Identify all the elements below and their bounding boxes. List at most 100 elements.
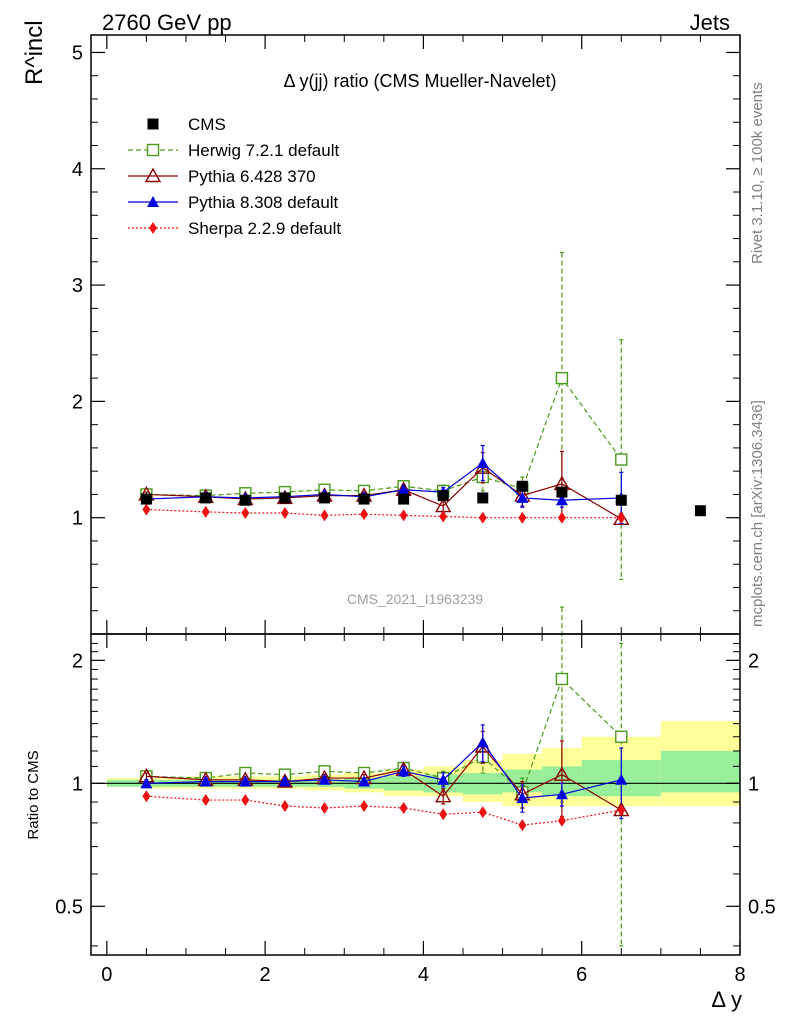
data-point [201, 794, 210, 807]
y-tick-label: 2 [72, 391, 83, 413]
data-point [555, 494, 568, 506]
data-point [615, 494, 627, 506]
data-point [555, 371, 569, 385]
data-point [280, 800, 289, 813]
main-title: Δ y(jj) ratio (CMS Mueller-Navelet) [283, 71, 556, 91]
series-4 [142, 503, 626, 524]
series-4 [142, 790, 626, 832]
data-point [617, 804, 626, 817]
data-point [360, 800, 369, 813]
data-point [320, 802, 329, 815]
header-process: Jets [690, 10, 730, 35]
legend-marker [144, 167, 162, 183]
series-2 [138, 450, 630, 526]
series-0 [140, 480, 706, 517]
inner-band [660, 750, 740, 793]
data-point [516, 792, 529, 804]
x-tick-label: 4 [418, 964, 429, 986]
ratio-y-tick-label: 1 [72, 773, 83, 795]
data-point [518, 511, 527, 524]
data-point [477, 492, 489, 504]
data-point [397, 765, 410, 777]
data-point [557, 511, 566, 524]
ratio-y-tick-label: 0.5 [55, 896, 83, 918]
data-point [201, 505, 210, 518]
data-point [318, 492, 330, 504]
legend-entry-3: Pythia 8.308 default [128, 193, 339, 212]
data-point [399, 509, 408, 522]
ratio-y-axis-label: Ratio to CMS [25, 750, 42, 839]
series-3 [140, 724, 628, 820]
data-point [397, 483, 410, 495]
analysis-watermark: CMS_2021_I1963239 [347, 591, 483, 607]
data-point [199, 775, 212, 787]
x-tick-label: 0 [101, 964, 112, 986]
data-point [615, 730, 628, 743]
data-point [437, 490, 449, 502]
series-line [146, 677, 622, 794]
series-1 [140, 251, 628, 580]
main-panel-axes: 1 2 3 4 5 [72, 34, 741, 635]
legend-label: Herwig 7.2.1 default [188, 141, 339, 160]
main-panel-series [138, 251, 706, 580]
ratio-panel-frame [90, 633, 741, 956]
ratio-y-tick-label-right: 1 [748, 773, 759, 795]
legend-entry-0: CMS [147, 115, 226, 134]
y-tick-label: 4 [72, 159, 83, 181]
x-tick-label: 6 [576, 964, 587, 986]
ratio-y-tick-label: 2 [72, 650, 83, 672]
series-line [146, 795, 622, 826]
data-point [476, 736, 489, 748]
data-point [516, 491, 529, 503]
ratio-panel-series [138, 606, 630, 947]
x-tick-label: 2 [260, 964, 271, 986]
data-point [398, 493, 410, 505]
legend-label: Pythia 8.308 default [188, 193, 339, 212]
data-point [280, 507, 289, 520]
data-point [241, 507, 250, 520]
legend-label: Pythia 6.428 370 [188, 167, 316, 186]
data-point [358, 775, 371, 787]
legend-entry-4: Sherpa 2.2.9 default [128, 219, 341, 238]
main-y-axis-label-text: R^incl [21, 20, 48, 85]
legend-marker [149, 222, 157, 234]
data-point [615, 453, 628, 466]
ratio-uncertainty-bands [91, 721, 740, 807]
data-point [241, 794, 250, 807]
data-point [140, 493, 152, 505]
data-point [555, 788, 568, 800]
data-point [140, 777, 153, 789]
legend-marker [146, 143, 160, 157]
data-point [694, 505, 706, 517]
data-point [358, 493, 370, 505]
ratio-panel-axes: 0.5 0.5 1 1 2 2 0 2 4 6 8 [55, 633, 776, 986]
legend: CMS Herwig 7.2.1 default Pythia 6.428 370 P… [128, 115, 341, 238]
rivet-version-label: Rivet 3.1.10, ≥ 100k events [749, 82, 766, 264]
data-point [516, 480, 528, 492]
data-point [360, 508, 369, 521]
y-tick-label: 3 [72, 275, 83, 297]
series-line [146, 508, 622, 519]
data-point [239, 775, 252, 787]
data-point [553, 766, 571, 781]
data-point [476, 457, 489, 469]
x-axis-label: Δ y [711, 987, 742, 1012]
series-line [146, 462, 622, 501]
series-3 [140, 444, 628, 525]
data-point [437, 773, 450, 785]
data-point [518, 819, 527, 832]
data-point [278, 775, 291, 787]
data-point [142, 790, 151, 803]
header-energy: 2760 GeV pp [102, 10, 232, 35]
data-point [279, 492, 291, 504]
data-point [555, 672, 569, 686]
data-point [318, 773, 331, 785]
data-point [615, 773, 628, 785]
series-line [146, 741, 622, 799]
legend-marker [147, 196, 159, 207]
data-point [435, 787, 452, 803]
data-point [439, 808, 448, 821]
legend-entry-1: Herwig 7.2.1 default [128, 141, 339, 160]
series-line [146, 745, 622, 811]
ratio-y-tick-label-right: 0.5 [748, 896, 776, 918]
